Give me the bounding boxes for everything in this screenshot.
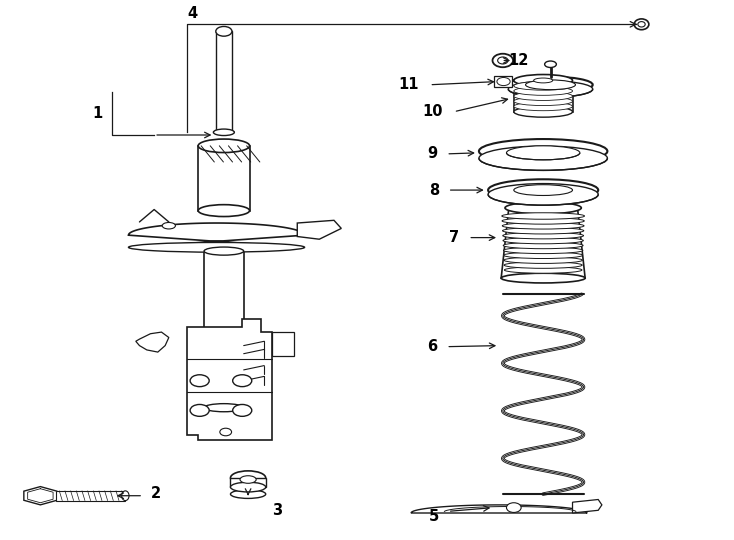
Ellipse shape xyxy=(504,242,583,249)
Ellipse shape xyxy=(514,82,573,90)
Ellipse shape xyxy=(504,252,583,259)
Polygon shape xyxy=(187,319,272,440)
Text: 7: 7 xyxy=(449,230,459,245)
Ellipse shape xyxy=(488,184,598,205)
Ellipse shape xyxy=(504,257,582,264)
Ellipse shape xyxy=(534,78,553,83)
Text: 6: 6 xyxy=(427,339,437,354)
Text: 4: 4 xyxy=(187,5,197,21)
Polygon shape xyxy=(136,332,169,352)
Ellipse shape xyxy=(198,139,250,152)
Ellipse shape xyxy=(204,247,244,255)
Ellipse shape xyxy=(508,81,593,97)
Ellipse shape xyxy=(514,75,573,86)
Ellipse shape xyxy=(219,428,232,436)
Ellipse shape xyxy=(504,262,582,268)
Ellipse shape xyxy=(122,491,129,501)
Ellipse shape xyxy=(545,61,556,68)
Ellipse shape xyxy=(638,22,645,27)
Ellipse shape xyxy=(190,404,209,416)
Ellipse shape xyxy=(503,232,584,239)
Ellipse shape xyxy=(514,86,573,95)
Polygon shape xyxy=(23,487,57,505)
Ellipse shape xyxy=(526,80,575,90)
Ellipse shape xyxy=(504,267,582,273)
Polygon shape xyxy=(573,500,602,513)
Ellipse shape xyxy=(216,26,232,36)
Text: 8: 8 xyxy=(429,183,439,198)
Polygon shape xyxy=(501,208,585,278)
Ellipse shape xyxy=(214,129,234,136)
Text: 10: 10 xyxy=(422,104,443,119)
Polygon shape xyxy=(494,76,512,87)
Ellipse shape xyxy=(508,77,593,93)
Ellipse shape xyxy=(514,102,573,111)
Ellipse shape xyxy=(505,202,581,214)
Ellipse shape xyxy=(504,247,583,254)
Ellipse shape xyxy=(514,97,573,106)
Ellipse shape xyxy=(502,218,584,224)
Ellipse shape xyxy=(233,404,252,416)
Polygon shape xyxy=(56,491,126,501)
Text: 5: 5 xyxy=(429,509,439,524)
Ellipse shape xyxy=(128,242,305,252)
Ellipse shape xyxy=(493,54,513,68)
Polygon shape xyxy=(204,251,244,408)
Ellipse shape xyxy=(502,213,584,219)
Ellipse shape xyxy=(498,57,508,64)
Polygon shape xyxy=(198,146,250,211)
Polygon shape xyxy=(128,223,305,247)
Polygon shape xyxy=(272,332,294,356)
Text: 12: 12 xyxy=(509,53,529,68)
Polygon shape xyxy=(297,220,341,239)
Ellipse shape xyxy=(488,179,598,201)
Ellipse shape xyxy=(230,471,266,485)
Ellipse shape xyxy=(506,503,521,512)
Ellipse shape xyxy=(514,106,573,117)
Text: 3: 3 xyxy=(272,503,283,518)
Ellipse shape xyxy=(514,185,573,195)
Ellipse shape xyxy=(230,482,266,492)
Ellipse shape xyxy=(162,222,175,229)
Text: 11: 11 xyxy=(398,77,418,92)
Ellipse shape xyxy=(514,92,573,100)
Ellipse shape xyxy=(479,146,608,171)
Ellipse shape xyxy=(506,146,580,160)
Text: 9: 9 xyxy=(427,146,437,161)
Polygon shape xyxy=(230,478,266,487)
Ellipse shape xyxy=(230,490,266,498)
Ellipse shape xyxy=(198,205,250,217)
Text: 2: 2 xyxy=(150,486,161,501)
Ellipse shape xyxy=(634,19,649,30)
Ellipse shape xyxy=(503,227,584,234)
Ellipse shape xyxy=(479,139,608,163)
Ellipse shape xyxy=(497,77,510,85)
Ellipse shape xyxy=(240,476,256,483)
Ellipse shape xyxy=(503,237,584,244)
Polygon shape xyxy=(514,80,573,112)
Ellipse shape xyxy=(190,375,209,387)
Polygon shape xyxy=(411,505,587,513)
Text: 1: 1 xyxy=(92,106,103,121)
Ellipse shape xyxy=(501,273,585,283)
Ellipse shape xyxy=(204,403,244,411)
Polygon shape xyxy=(216,31,232,132)
Ellipse shape xyxy=(233,375,252,387)
Ellipse shape xyxy=(502,222,584,229)
